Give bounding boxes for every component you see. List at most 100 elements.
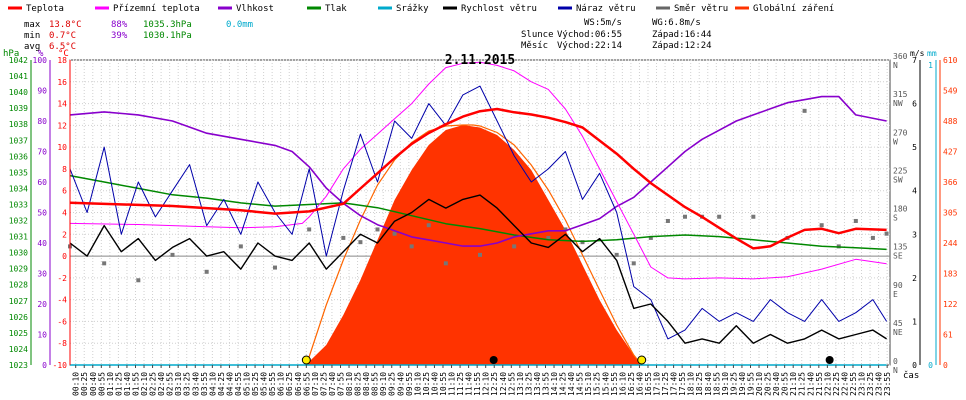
wind-direction-point [751,214,756,219]
x-tick-label: 13:55 [541,372,550,396]
temperature-line [69,107,887,250]
tick-label-ms: 1 [912,317,917,326]
wind-direction-point [580,240,585,245]
tick-label-ms: 0 [912,361,917,370]
x-tick-label: 05:25 [251,372,260,396]
moonrise-marker [825,356,834,364]
x-tick-label: 00:55 [97,372,106,396]
tick-label-wm2: 549 [943,87,958,96]
wind-direction-point [648,235,653,240]
x-tick-label: 12:25 [490,372,499,396]
x-tick-label: 16:55 [644,372,653,396]
wind-direction-point [512,244,517,249]
tick-label-celsius: 14 [57,100,67,109]
tick-label-celsius: 6 [62,187,67,196]
tick-label-wm2: 305 [943,209,958,218]
tick-label-celsius: 8 [62,165,67,174]
x-tick-label: 22:55 [849,372,858,396]
tick-label-hpa: 1031 [9,233,28,242]
axis-unit-hpa: hPa [3,49,19,59]
legend-label: Globální záření [753,4,834,14]
tick-label-mm: 0 [928,361,933,370]
tick-label-celsius: -8 [57,339,67,348]
tick-label-wind-direction-degrees: 135 [893,243,908,252]
wind-direction-point [884,231,889,236]
wind-direction-point [102,261,107,266]
tick-label-percent: 80 [37,117,47,126]
tick-label-celsius: 0 [62,252,67,261]
x-tick-label: 13:10 [516,372,525,396]
wind-direction-point [392,231,397,236]
stat-pressure: 1030.1hPa [143,31,192,41]
tick-label-hpa: 1024 [9,345,28,354]
legend: Teplota Přízemní teplota Vlhkost Tlak Srážky… [8,4,834,14]
info-block: WS:5m/s WG:6.8m/s Slunce Východ:06:55 Západ:… [521,18,712,51]
x-tick-label: 12:10 [482,372,491,396]
x-tick-label: 19:10 [721,372,730,396]
x-tick-label: 04:10 [208,372,217,396]
tick-label-hpa: 1034 [9,184,28,193]
x-tick-label: 07:10 [311,372,320,396]
x-tick-label: 21:40 [806,372,815,396]
ground-temperature-line [69,61,887,280]
theoretical-radiation-line [305,124,643,366]
tick-label-ms: 4 [912,187,917,196]
axis-unit-ms: m/s [910,49,925,58]
legend-label: Rychlost větru [461,4,537,14]
tick-label-percent: 0 [42,361,47,370]
tick-label-hpa: 1035 [9,168,28,177]
wind-direction-point [238,244,243,249]
x-axis: 00:10 00:25 00:40 00:55 01:10 01:25 01:40 01:55… [72,365,892,396]
wind-direction-point [307,227,312,232]
x-tick-label: 07:40 [328,372,337,396]
x-tick-label: 14:40 [567,372,576,396]
tick-label-hpa: 1042 [9,56,28,65]
x-tick-label: 19:55 [746,372,755,396]
tick-label-mm: 1 [928,61,933,70]
x-tick-label: 05:40 [260,372,269,396]
wind-direction-point [358,240,363,245]
legend-label: Vlhkost [236,4,274,14]
tick-label-wind-direction-degrees: 360 [893,52,908,61]
x-tick-label: 10:25 [422,372,431,396]
tick-label-wind-direction-degrees: 0 [893,357,898,366]
axis-unit-percent: % [38,49,44,59]
tick-label-percent: 40 [37,239,47,248]
x-tick-label: 17:55 [678,372,687,396]
data-series [69,61,888,366]
x-tick-label: 14:55 [576,372,585,396]
stat-humidity: 88% [111,20,128,30]
x-tick-label: 00:40 [89,372,98,396]
x-tick-label: 05:10 [243,372,252,396]
x-tick-label: 11:10 [448,372,457,396]
tick-label-celsius: -10 [53,361,68,370]
x-tick-label: 10:40 [430,372,439,396]
tick-label-celsius: 18 [57,56,67,65]
tick-label-hpa: 1025 [9,329,28,338]
tick-label-hpa: 1026 [9,313,28,322]
tick-label-wind-direction-compass: N [893,366,898,375]
x-tick-label: 22:10 [823,372,832,396]
x-tick-label: 03:55 [200,372,209,396]
x-tick-label: 04:25 [217,372,226,396]
x-tick-label: 09:55 [405,372,414,396]
axis-unit-celsius: °C [58,49,69,59]
stat-label: min [24,31,40,41]
x-tick-label: 08:55 [371,372,380,396]
x-tick-label: 02:25 [149,372,158,396]
legend-label: Teplota [26,4,64,14]
x-tick-label: 17:25 [661,372,670,396]
sunrise-marker [301,355,311,365]
wind-direction-point [870,235,875,240]
tick-label-celsius: -6 [57,317,67,326]
x-tick-label: 15:25 [593,372,602,396]
x-tick-label: 11:25 [456,372,465,396]
legend-label: Náraz větru [576,4,636,14]
x-tick-label: 02:10 [140,372,149,396]
x-tick-label: 18:25 [695,372,704,396]
x-tick-label: 00:10 [72,372,81,396]
tick-label-celsius: 16 [57,78,67,87]
tick-label-ms: 2 [912,274,917,283]
stat-pressure: 1035.3hPa [143,20,192,30]
